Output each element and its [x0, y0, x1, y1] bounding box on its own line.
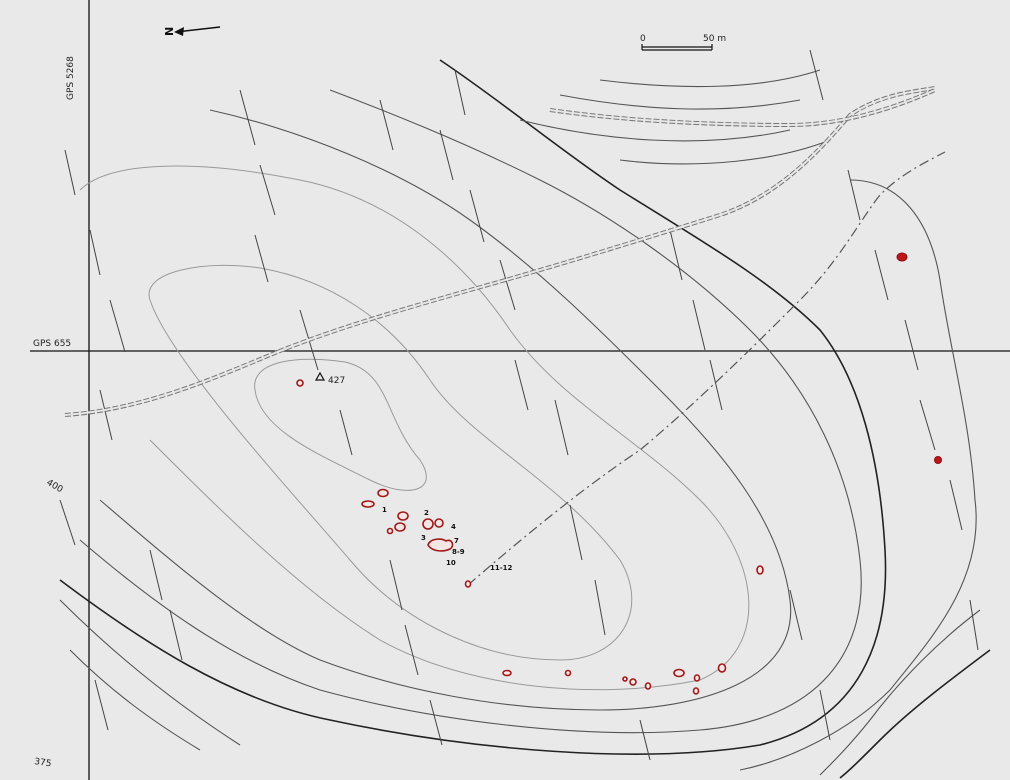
feature-site [692, 687, 700, 695]
archaeological-features [296, 252, 942, 695]
feature-site [629, 678, 637, 686]
contour-label-375: 375 [34, 757, 52, 769]
feature-label-7: 7 [454, 537, 459, 545]
feature-site [464, 580, 472, 588]
feature-site [564, 669, 572, 677]
feature-label-10: 10 [446, 559, 456, 567]
feature-label-1: 1 [382, 506, 387, 514]
feature-site-filled [934, 456, 942, 464]
feature-site [644, 682, 652, 690]
feature-site [502, 669, 512, 677]
feature-site [756, 565, 764, 575]
north-label: N [163, 27, 176, 36]
feature-site [427, 538, 454, 552]
feature-site [693, 674, 701, 682]
feature-site [394, 522, 406, 532]
feature-label-4: 4 [451, 523, 456, 531]
feature-site [717, 663, 727, 673]
feature-site [622, 676, 628, 682]
feature-site [673, 668, 685, 678]
north-arrow-icon [174, 26, 221, 36]
contour-lines [59, 59, 991, 779]
feature-label-2: 2 [424, 509, 429, 517]
feature-site [434, 518, 444, 528]
grid-label-horizontal: GPS 655 [33, 339, 71, 349]
feature-site [397, 511, 409, 521]
road-track [64, 86, 946, 586]
scale-bar [641, 44, 713, 51]
feature-site [296, 379, 304, 387]
feature-site [377, 488, 389, 498]
summit-triangle-icon [314, 371, 326, 381]
summit-elevation-label: 427 [328, 376, 345, 386]
feature-label-8-9: 8-9 [452, 548, 465, 556]
feature-site [361, 500, 375, 508]
feature-site-filled [896, 252, 908, 262]
feature-label-3: 3 [421, 534, 426, 542]
feature-site [422, 518, 434, 530]
feature-label-11-12: 11-12 [490, 564, 513, 572]
scale-end-label: 50 m [703, 34, 726, 44]
grid-label-vertical: GPS 5268 [66, 56, 76, 100]
scale-start-label: 0 [640, 34, 646, 44]
feature-site [386, 527, 394, 535]
